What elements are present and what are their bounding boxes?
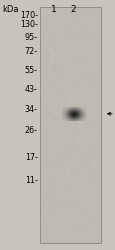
Text: 2: 2 [70, 4, 76, 14]
Text: 1: 1 [51, 4, 56, 14]
Text: 55-: 55- [24, 66, 37, 75]
Text: 130-: 130- [20, 20, 37, 29]
Text: 43-: 43- [25, 85, 37, 94]
Bar [40, 7, 101, 243]
Text: 11-: 11- [25, 176, 37, 185]
Text: 26-: 26- [24, 126, 37, 135]
Text: 95-: 95- [24, 32, 37, 42]
Text: 72-: 72- [24, 47, 37, 56]
Text: 17-: 17- [24, 153, 37, 162]
Text: kDa: kDa [2, 4, 19, 14]
Text: 170-: 170- [20, 11, 37, 20]
Text: 34-: 34- [25, 105, 37, 114]
